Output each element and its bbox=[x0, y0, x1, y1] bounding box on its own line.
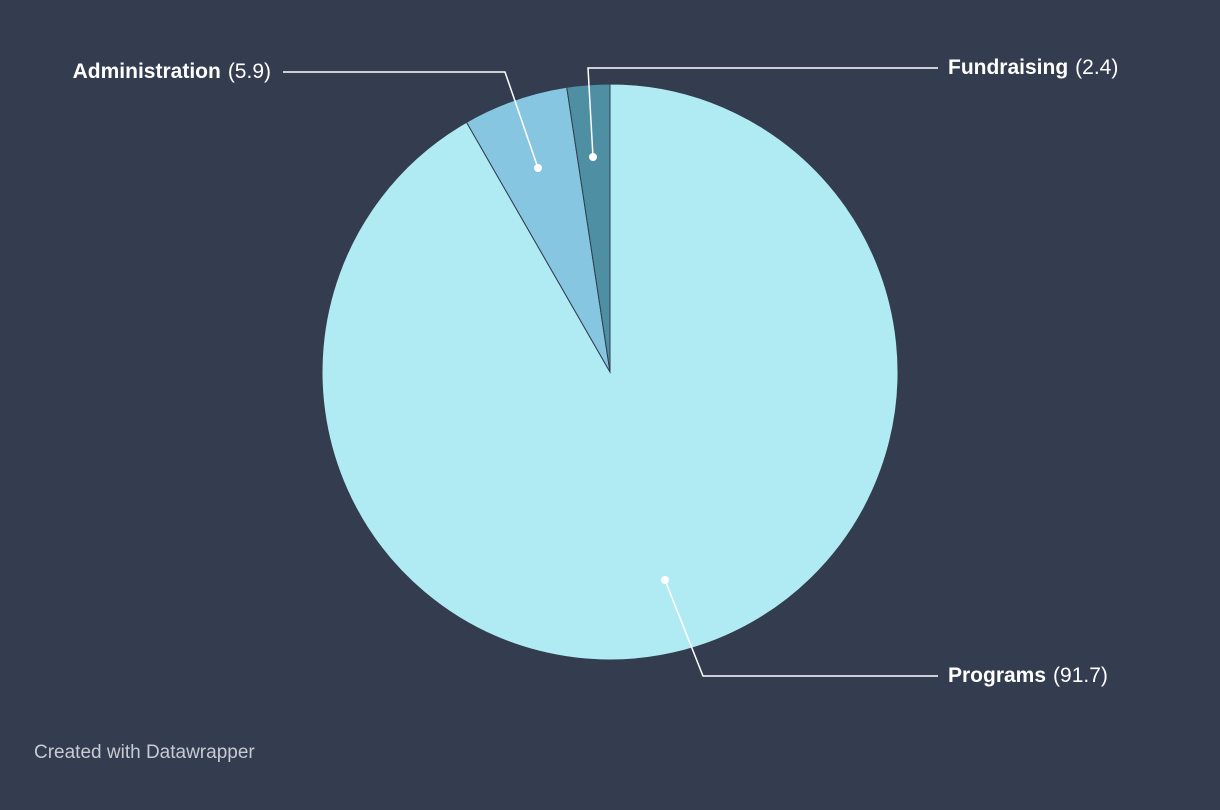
leader-dot bbox=[589, 153, 597, 161]
leader-line bbox=[283, 71, 539, 169]
slice-value: (2.4) bbox=[1075, 56, 1118, 79]
leader-line bbox=[664, 579, 938, 677]
slice-value: (5.9) bbox=[228, 60, 271, 83]
slice-name: Programs bbox=[948, 664, 1046, 687]
leader-dot bbox=[534, 164, 542, 172]
slice-label: Programs (91.7) bbox=[948, 664, 1108, 687]
footer: Created with Datawrapper bbox=[34, 742, 255, 763]
leader-line bbox=[587, 67, 938, 158]
slice-name: Administration bbox=[73, 60, 221, 83]
slice-label: Administration (5.9) bbox=[73, 60, 271, 83]
slice-name: Fundraising bbox=[948, 56, 1068, 79]
slice-value: (91.7) bbox=[1053, 664, 1108, 687]
slice-label: Fundraising (2.4) bbox=[948, 56, 1118, 79]
leader-dot bbox=[661, 576, 669, 584]
